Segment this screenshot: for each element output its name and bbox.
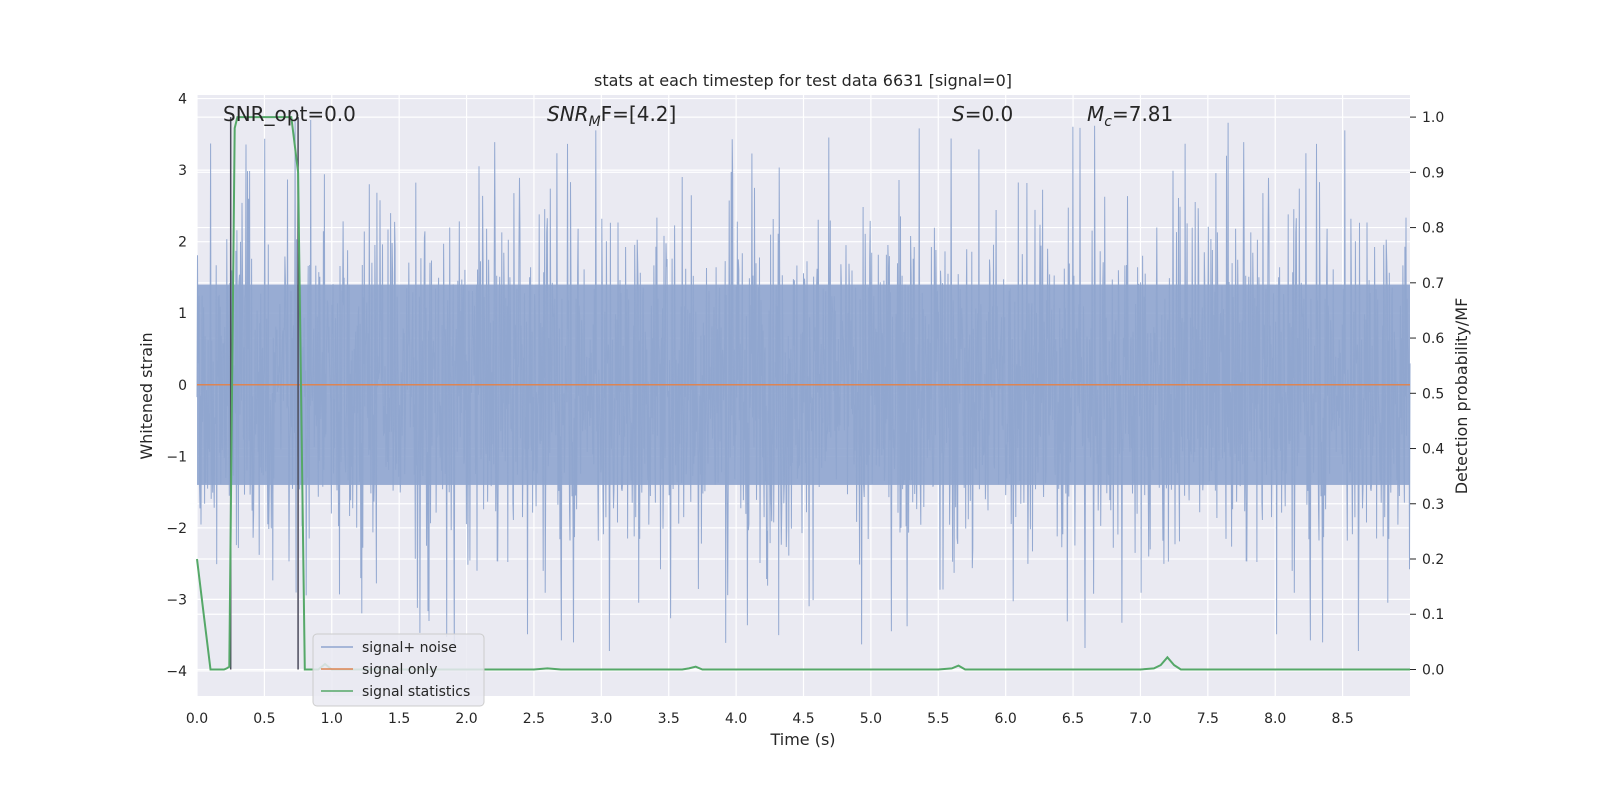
x-tick-label: 0.0 [186, 711, 208, 727]
x-tick-label: 5.5 [927, 711, 949, 727]
y-tick-label-right: 0.0 [1422, 662, 1444, 678]
x-tick-label: 7.0 [1129, 711, 1151, 727]
x-axis-label: Time (s) [769, 730, 835, 749]
legend-box [312, 633, 485, 707]
legend-label-statistics: signal statistics [362, 684, 470, 700]
annotation-mc: Mc=7.81 [1087, 102, 1173, 130]
noise-line [196, 119, 1411, 652]
y-tick-label-right: 1.0 [1422, 110, 1444, 126]
y-tick-label-left: 3 [178, 163, 187, 179]
s-rest: =0.0 [965, 102, 1014, 126]
x-tick-label: 5.0 [860, 711, 882, 727]
snr-mf-rest: F=[4.2] [601, 102, 677, 126]
y-tick-label-right: 0.1 [1422, 607, 1444, 623]
y-axis-label-left: Whitened strain [137, 332, 156, 459]
y-tick-label-left: −1 [166, 449, 187, 465]
x-tick-label: 3.0 [590, 711, 612, 727]
legend: signal+ noise signal only signal statist… [312, 633, 485, 707]
y-tick-label-left: 2 [178, 235, 187, 251]
chart-title: stats at each timestep for test data 663… [594, 71, 1012, 90]
annotation-snr-mf: SNRMF=[4.2] [547, 102, 676, 130]
x-tick-labels: 0.0 0.5 1.0 1.5 2.0 2.5 3.0 3.5 4.0 4.5 5.0 5.5 6.0 6… [186, 711, 1354, 727]
mc-sub: c [1104, 114, 1112, 130]
x-tick-label: 3.5 [658, 711, 680, 727]
y-tick-label-right: 0.8 [1422, 221, 1444, 237]
y-tick-label-right: 0.3 [1422, 497, 1444, 513]
snr-mf-sub: M [589, 114, 601, 130]
x-tick-label: 8.5 [1331, 711, 1353, 727]
snr-mf-main: SNR [547, 102, 589, 126]
y-tick-label-right: 0.2 [1422, 552, 1444, 568]
x-tick-label: 1.0 [321, 711, 343, 727]
mc-rest: =7.81 [1112, 102, 1173, 126]
y-tick-label-left: 4 [178, 92, 187, 108]
y-tick-label-left: 1 [178, 306, 187, 322]
x-tick-label: 8.0 [1264, 711, 1286, 727]
legend-label-noise: signal+ noise [362, 640, 457, 656]
statistics-line [196, 116, 1410, 671]
annotation-s: S=0.0 [952, 102, 1013, 126]
y-tick-label-left: 0 [178, 378, 187, 394]
x-tick-label: 2.5 [523, 711, 545, 727]
y-tick-label-right: 0.6 [1422, 331, 1444, 347]
y-tick-label-left: −3 [166, 592, 187, 608]
x-tick-label: 6.5 [1062, 711, 1084, 727]
legend-label-signal-only: signal only [362, 662, 437, 678]
signal-statistics-series [196, 116, 1410, 671]
x-tick-label: 0.5 [253, 711, 275, 727]
y-tick-labels-left: −4 −3 −2 −1 0 1 2 3 4 [166, 92, 187, 680]
y-axis-label-right: Detection probability/MF [1452, 298, 1471, 495]
x-tick-label: 6.0 [995, 711, 1017, 727]
y-tick-label-left: −4 [166, 664, 187, 680]
s-main: S [952, 102, 965, 126]
annotation-snr-opt: SNR_opt=0.0 [223, 102, 356, 126]
y-tick-label-right: 0.5 [1422, 386, 1444, 402]
x-tick-label: 1.5 [388, 711, 410, 727]
y-tick-label-right: 0.9 [1422, 165, 1444, 181]
y-tick-label-right: 0.7 [1422, 276, 1444, 292]
y-tick-label-right: 0.4 [1422, 442, 1444, 458]
mc-main: M [1087, 102, 1104, 126]
x-tick-label: 2.0 [455, 711, 477, 727]
x-tick-label: 7.5 [1197, 711, 1219, 727]
y-tick-label-left: −2 [166, 521, 187, 537]
x-tick-label: 4.0 [725, 711, 747, 727]
x-tick-label: 4.5 [792, 711, 814, 727]
y-tick-labels-right: 0.0 0.1 0.2 0.3 0.4 0.5 0.6 0.7 0.8 0.9 1.0 [1410, 110, 1444, 678]
